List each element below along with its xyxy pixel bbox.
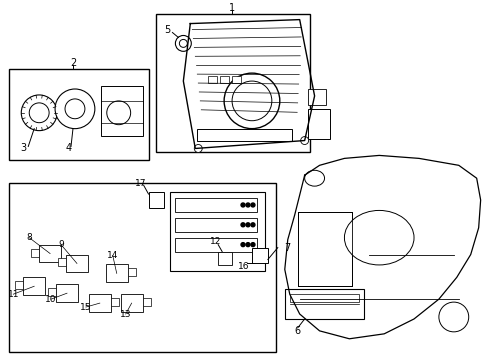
Text: 17: 17: [135, 179, 146, 188]
Circle shape: [179, 40, 187, 48]
Text: 10: 10: [45, 294, 57, 303]
Bar: [105, 265, 127, 282]
Bar: [218, 252, 232, 265]
Text: 2: 2: [70, 58, 76, 68]
Bar: [101, 86, 142, 136]
Bar: [175, 238, 256, 252]
Circle shape: [245, 203, 249, 207]
Text: 15: 15: [80, 302, 91, 311]
Bar: [307, 89, 325, 105]
Bar: [232, 76, 241, 83]
Bar: [66, 255, 88, 273]
Bar: [148, 192, 164, 208]
Circle shape: [250, 203, 254, 207]
Bar: [23, 277, 45, 295]
Bar: [9, 69, 148, 160]
Bar: [251, 248, 267, 264]
Circle shape: [241, 203, 244, 207]
Ellipse shape: [304, 170, 324, 186]
Bar: [58, 258, 66, 266]
Circle shape: [241, 223, 244, 227]
Bar: [39, 244, 61, 262]
Circle shape: [232, 81, 271, 121]
Bar: [289, 294, 359, 302]
Bar: [197, 129, 291, 140]
Bar: [175, 198, 256, 212]
Bar: [297, 212, 352, 286]
Bar: [56, 284, 78, 302]
Circle shape: [250, 223, 254, 227]
Bar: [170, 192, 264, 271]
Text: 1: 1: [228, 3, 235, 13]
Circle shape: [438, 302, 468, 332]
Text: 13: 13: [120, 310, 131, 319]
Text: 14: 14: [107, 251, 118, 260]
Circle shape: [106, 101, 130, 125]
Circle shape: [21, 95, 57, 131]
Circle shape: [29, 103, 49, 123]
Bar: [155, 14, 309, 152]
Bar: [127, 269, 135, 276]
Text: 11: 11: [7, 290, 19, 299]
Bar: [208, 76, 217, 83]
Circle shape: [55, 89, 95, 129]
Text: 6: 6: [294, 326, 300, 336]
Bar: [48, 288, 56, 296]
Circle shape: [65, 99, 85, 119]
Bar: [89, 294, 111, 312]
Bar: [175, 218, 256, 232]
Circle shape: [250, 243, 254, 247]
Circle shape: [194, 144, 202, 152]
Ellipse shape: [344, 211, 413, 265]
Text: 3: 3: [20, 144, 26, 153]
Text: 7: 7: [284, 243, 290, 253]
Text: 4: 4: [66, 144, 72, 153]
Bar: [9, 183, 275, 352]
Text: 12: 12: [209, 237, 221, 246]
Bar: [142, 298, 150, 306]
Circle shape: [224, 73, 279, 129]
Circle shape: [245, 243, 249, 247]
Bar: [284, 289, 364, 319]
Text: 5: 5: [164, 24, 170, 35]
Bar: [121, 294, 142, 312]
Bar: [111, 298, 119, 306]
Text: 9: 9: [58, 240, 64, 249]
Bar: [15, 281, 23, 289]
Circle shape: [245, 223, 249, 227]
Bar: [31, 249, 39, 257]
Text: 8: 8: [26, 233, 32, 242]
Text: 16: 16: [238, 262, 249, 271]
Bar: [307, 109, 329, 139]
Circle shape: [300, 136, 308, 144]
Bar: [220, 76, 228, 83]
Circle shape: [175, 36, 191, 51]
Circle shape: [241, 243, 244, 247]
